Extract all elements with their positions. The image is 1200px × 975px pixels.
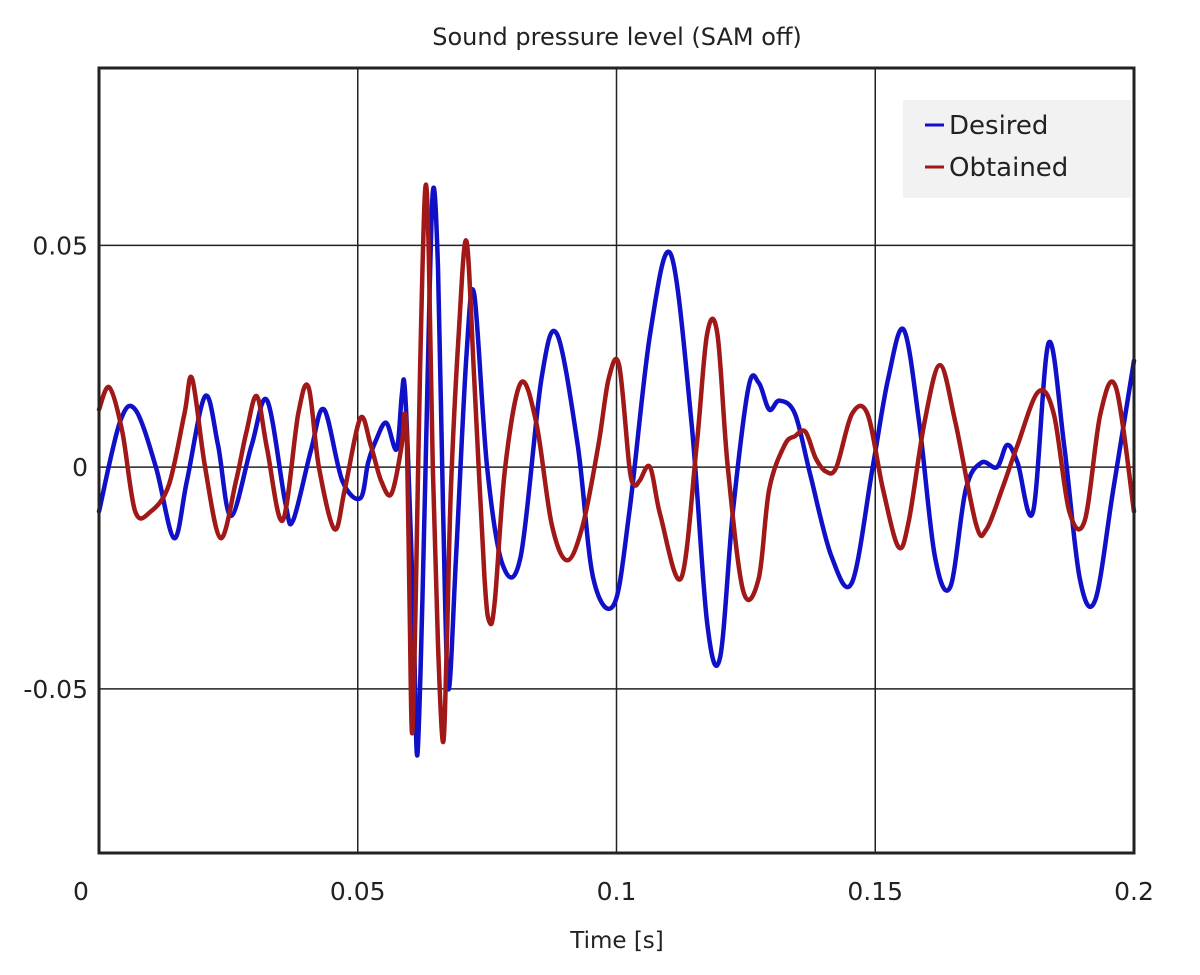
series-line-desired bbox=[96, 185, 1137, 758]
x-tick-label: 0.2 bbox=[1114, 877, 1154, 906]
x-tick-label: 0.1 bbox=[597, 877, 637, 906]
y-tick-label: 0.05 bbox=[32, 231, 88, 260]
series-lines bbox=[96, 182, 1137, 758]
legend-label-desired: Desired bbox=[949, 111, 1048, 141]
y-tick-label: 0 bbox=[72, 453, 88, 482]
legend-label-obtained: Obtained bbox=[949, 153, 1068, 183]
x-tick-labels: 0 0.05 0.1 0.15 0.2 bbox=[73, 877, 1154, 906]
series-line-obtained bbox=[96, 182, 1137, 745]
x-tick-label: 0.15 bbox=[847, 877, 903, 906]
legend-box bbox=[903, 100, 1131, 198]
y-tick-labels: -0.05 0 0.05 bbox=[23, 231, 88, 704]
x-tick-label: 0.05 bbox=[330, 877, 386, 906]
x-axis-label: Time [s] bbox=[569, 928, 664, 954]
legend: Desired Obtained bbox=[903, 100, 1131, 198]
x-tick-label: 0 bbox=[73, 877, 89, 906]
y-tick-label: -0.05 bbox=[23, 675, 88, 704]
chart-title: Sound pressure level (SAM off) bbox=[432, 23, 802, 51]
plot-frame bbox=[97, 66, 1136, 855]
